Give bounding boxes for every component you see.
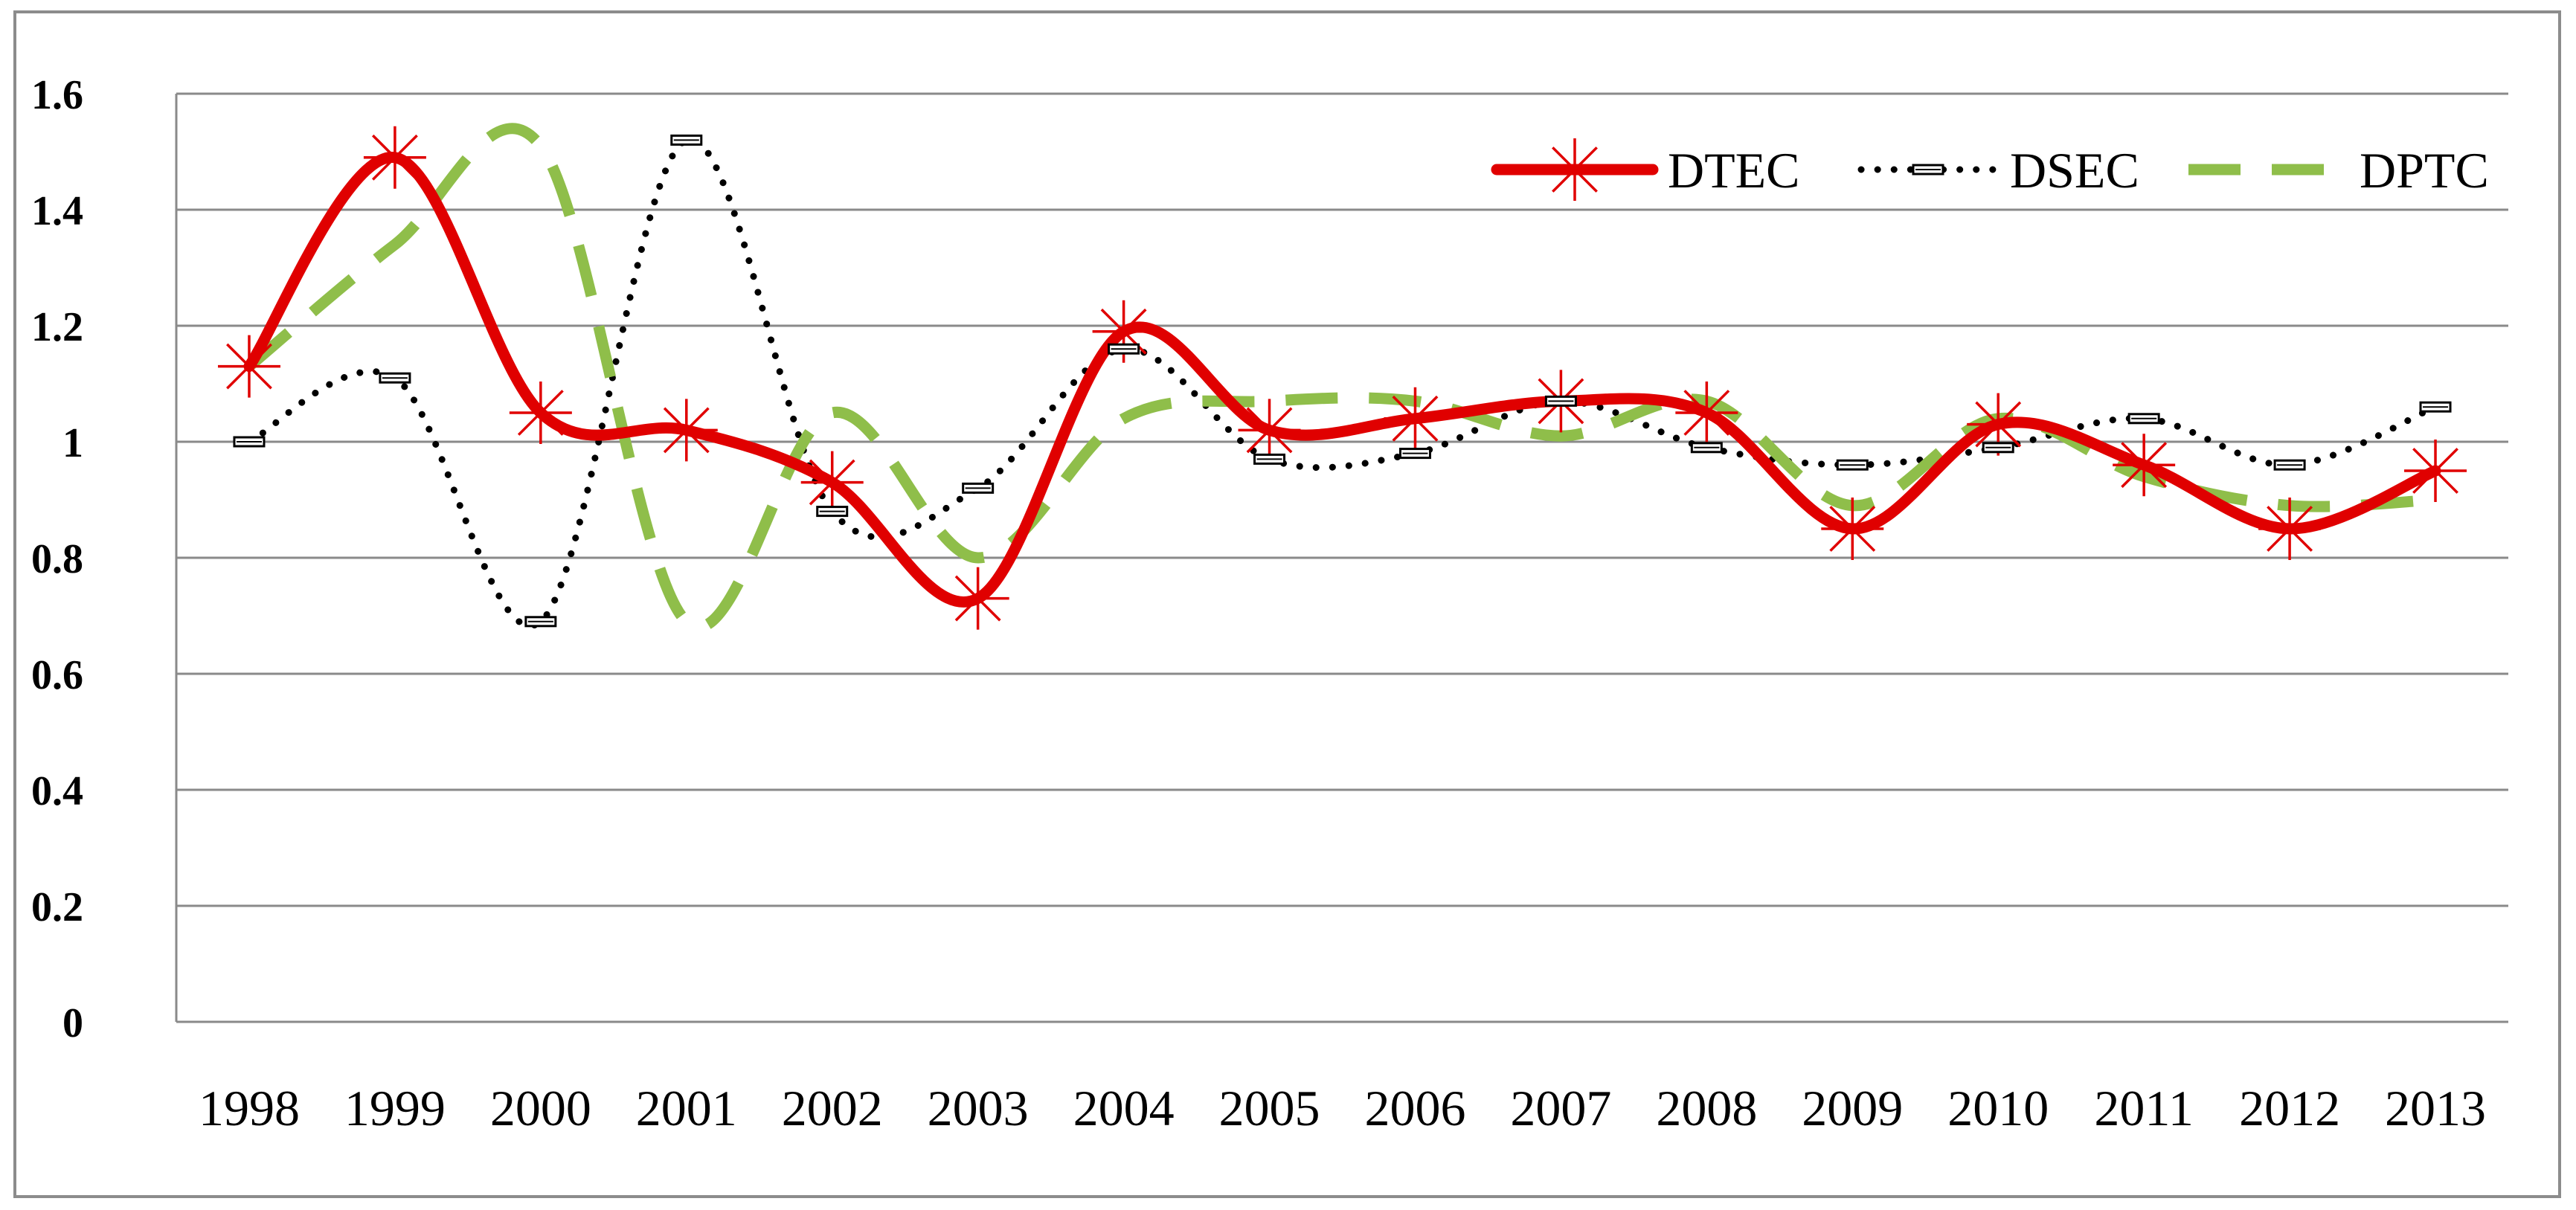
axes <box>175 94 2508 1023</box>
data-point-dtec <box>946 567 1009 630</box>
x-tick-label: 2000 <box>490 1080 591 1136</box>
y-tick-label: 0.6 <box>31 652 83 698</box>
data-point-dtec <box>509 382 572 444</box>
x-tick-label: 1998 <box>199 1080 300 1136</box>
data-point-dtec <box>1238 399 1301 462</box>
data-point-dtec <box>655 399 718 462</box>
legend-item-dptc: DPTC <box>2188 142 2489 199</box>
data-point-dsec <box>1836 459 1869 471</box>
x-tick-label: 1999 <box>344 1080 446 1136</box>
data-point-dsec <box>524 616 557 628</box>
legend-label: DSEC <box>2010 142 2139 199</box>
x-tick-label: 2008 <box>1656 1080 1757 1136</box>
data-point-dsec <box>2273 459 2306 471</box>
y-tick-label: 1.2 <box>31 304 83 350</box>
data-point-dsec <box>816 506 849 518</box>
x-tick-label: 2013 <box>2385 1080 2486 1136</box>
data-point-dsec <box>233 436 266 448</box>
data-point-dsec <box>1544 395 1577 407</box>
legend-marker <box>1912 164 1944 176</box>
y-tick-label: 0.8 <box>31 536 83 582</box>
gridlines <box>176 92 2508 907</box>
x-tick-label: 2012 <box>2239 1080 2340 1136</box>
data-point-dsec <box>1690 442 1723 454</box>
data-point-dsec <box>1108 343 1140 355</box>
x-tick-label: 2006 <box>1364 1080 1465 1136</box>
data-point-dsec <box>1398 448 1431 460</box>
data-point-dtec <box>217 335 280 398</box>
series-lines <box>243 123 2441 633</box>
series-line-dsec <box>245 136 2439 629</box>
data-point-dsec <box>1982 442 2014 454</box>
data-point-dsec <box>379 372 411 384</box>
y-tick-label: 0.2 <box>31 884 83 930</box>
legend-item-dsec: DSEC <box>1857 142 2139 199</box>
y-tick-label: 1 <box>62 420 83 466</box>
data-point-dsec <box>962 482 995 494</box>
y-tick-label: 1.4 <box>31 188 83 234</box>
data-point-dsec <box>2127 413 2160 425</box>
data-point-dtec <box>2258 498 2322 560</box>
chart-frame: 0 0.2 0.4 0.6 0.8 1 1.2 1.4 1.6 1998 1999 2000 2001… <box>13 10 2561 1198</box>
x-tick-label: 2001 <box>636 1080 737 1136</box>
legend-label: DPTC <box>2360 142 2489 199</box>
series-line-dptc <box>245 123 2436 633</box>
data-point-dtec <box>1384 387 1447 450</box>
x-tick-label: 2007 <box>1510 1080 1611 1136</box>
data-point-dsec <box>670 134 703 146</box>
data-point-dtec <box>363 126 426 189</box>
data-point-dtec <box>2113 434 2176 497</box>
legend-marker <box>1544 138 1606 201</box>
x-tick-label: 2009 <box>1802 1080 1903 1136</box>
y-tick-label: 0 <box>62 1000 83 1046</box>
x-tick-label: 2002 <box>782 1080 883 1136</box>
line-chart: 0 0.2 0.4 0.6 0.8 1 1.2 1.4 1.6 1998 1999 2000 2001… <box>31 72 2508 1136</box>
data-point-dtec <box>2404 440 2467 502</box>
x-tick-label: 2005 <box>1219 1080 1320 1136</box>
x-tick-label: 2003 <box>928 1080 1029 1136</box>
data-point-dtec <box>1821 498 1884 560</box>
data-point-dsec <box>1253 453 1286 465</box>
x-tick-label: 2011 <box>2094 1080 2193 1136</box>
x-tick-label: 2010 <box>1947 1080 2049 1136</box>
legend-item-dtec: DTEC <box>1491 138 1800 201</box>
y-tick-label: 0.4 <box>31 768 83 814</box>
x-axis-tick-labels: 1998 1999 2000 2001 2002 2003 2004 2005 2006 2007… <box>199 1080 2486 1136</box>
data-point-dsec <box>2419 401 2452 413</box>
y-axis-tick-labels: 0 0.2 0.4 0.6 0.8 1 1.2 1.4 1.6 <box>31 72 83 1046</box>
data-point-dtec <box>1675 382 1738 444</box>
series-line-dtec <box>243 152 2441 608</box>
y-tick-label: 1.6 <box>31 72 83 118</box>
x-tick-label: 2004 <box>1073 1080 1175 1136</box>
legend: DTEC DSEC DPTC <box>1491 138 2489 201</box>
legend-label: DTEC <box>1668 142 1800 199</box>
data-point-dtec <box>800 451 864 514</box>
series-markers <box>217 126 2467 630</box>
